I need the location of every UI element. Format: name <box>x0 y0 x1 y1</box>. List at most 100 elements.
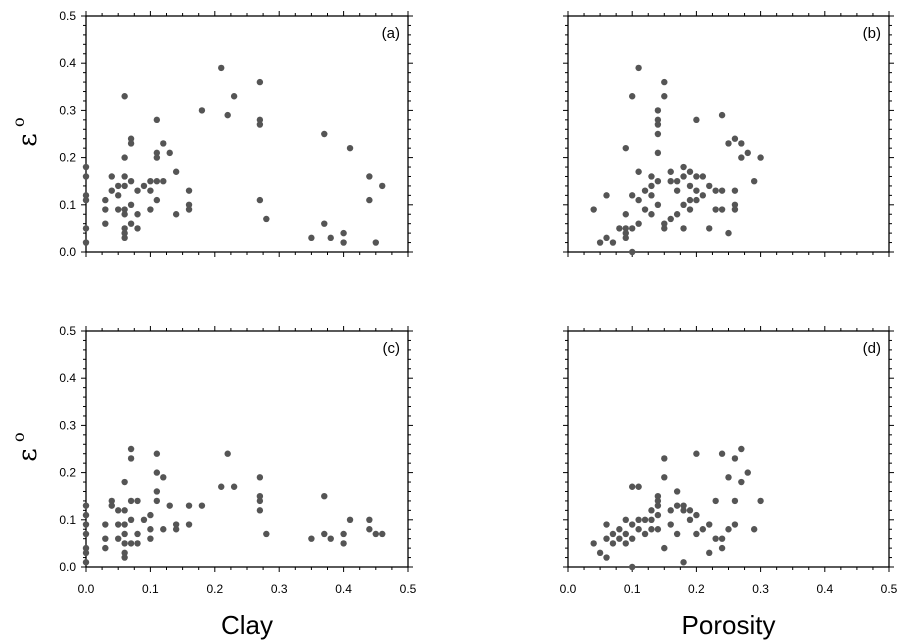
data-point <box>372 239 379 246</box>
data-point <box>757 497 764 505</box>
data-point <box>121 234 128 242</box>
y-axis-label-symbol: ε <box>13 133 43 146</box>
panel-label: (c) <box>383 340 401 357</box>
data-point <box>680 225 687 232</box>
data-point <box>153 469 161 476</box>
data-point <box>121 554 128 561</box>
data-point <box>603 192 610 199</box>
data-point <box>108 173 115 180</box>
data-point <box>648 516 655 523</box>
data-point <box>115 535 122 542</box>
data-point <box>706 549 713 557</box>
data-point <box>321 493 328 500</box>
plot-frame <box>85 15 409 253</box>
data-point <box>712 497 719 505</box>
data-point <box>635 483 642 490</box>
data-point <box>127 540 135 547</box>
data-point <box>654 201 662 208</box>
data-point <box>661 455 668 462</box>
data-point <box>654 116 662 124</box>
data-point <box>622 234 629 242</box>
data-point <box>622 540 629 547</box>
data-point <box>757 154 764 161</box>
data-point <box>256 474 264 481</box>
data-point <box>616 225 623 232</box>
data-point <box>82 530 90 538</box>
data-point <box>629 225 636 232</box>
data-point <box>654 493 662 500</box>
y-tick-label: 0.4 <box>59 371 76 385</box>
data-point <box>82 239 90 246</box>
data-point <box>712 535 719 542</box>
data-point <box>667 521 674 528</box>
data-point <box>641 516 649 523</box>
data-point <box>629 93 636 100</box>
data-point <box>712 206 719 213</box>
data-point <box>693 450 700 457</box>
data-point <box>127 497 135 505</box>
data-point <box>379 530 386 538</box>
data-point <box>256 493 264 500</box>
data-point <box>185 521 193 528</box>
data-point <box>134 225 141 232</box>
data-point <box>712 187 719 194</box>
data-point <box>121 225 128 232</box>
data-points <box>82 445 386 566</box>
data-point <box>667 507 674 514</box>
data-point <box>616 526 623 533</box>
data-point <box>725 229 732 237</box>
panel-b: (b) <box>563 11 894 257</box>
y-axis-label-superscript: o <box>9 432 28 442</box>
data-point <box>308 234 315 242</box>
data-point <box>166 502 173 509</box>
data-point <box>147 535 154 542</box>
data-point <box>699 192 707 199</box>
data-point <box>706 225 713 232</box>
data-point <box>686 196 694 204</box>
data-point <box>635 220 642 227</box>
x-tick-label: 0.1 <box>142 582 159 596</box>
data-point <box>121 173 128 180</box>
data-point <box>340 229 347 237</box>
data-point <box>127 455 135 462</box>
data-point <box>673 187 681 194</box>
y-tick-label: 0.2 <box>59 466 76 480</box>
data-point <box>340 239 347 246</box>
data-point <box>590 206 597 213</box>
data-point <box>654 511 662 519</box>
data-point <box>686 516 694 523</box>
panel-c: 0.0 0.1 0.2 0.3 0.4 0.5 0.0 0.1 0.2 0.3 0.4 0.5 (c) ε… <box>9 324 417 640</box>
data-point <box>160 140 167 147</box>
data-point <box>673 488 681 495</box>
data-point <box>622 516 629 523</box>
data-point <box>340 530 347 538</box>
data-point <box>366 173 373 180</box>
data-point <box>635 196 642 204</box>
data-point <box>680 163 687 171</box>
data-point <box>731 135 739 142</box>
data-point <box>654 121 662 128</box>
data-point <box>321 220 328 227</box>
data-point <box>654 149 662 157</box>
data-point <box>603 234 610 242</box>
y-tick-label: 0.5 <box>59 9 76 23</box>
data-point <box>744 149 751 157</box>
data-point <box>108 502 115 509</box>
data-point <box>115 192 122 199</box>
data-point <box>172 526 180 533</box>
data-point <box>121 540 128 547</box>
data-point <box>731 201 739 208</box>
x-tick-label: 0.3 <box>752 582 769 596</box>
data-point <box>224 111 231 119</box>
data-point <box>738 140 745 147</box>
data-point <box>346 144 354 152</box>
data-point <box>673 502 681 509</box>
data-point <box>198 502 206 509</box>
data-point <box>731 206 739 213</box>
data-point <box>115 182 122 190</box>
x-tick-label: 0.4 <box>816 582 833 596</box>
panel-a: 0.0 0.1 0.2 0.3 0.4 0.5 (a) εo <box>9 9 413 259</box>
data-point <box>661 225 668 232</box>
data-point <box>115 521 122 528</box>
